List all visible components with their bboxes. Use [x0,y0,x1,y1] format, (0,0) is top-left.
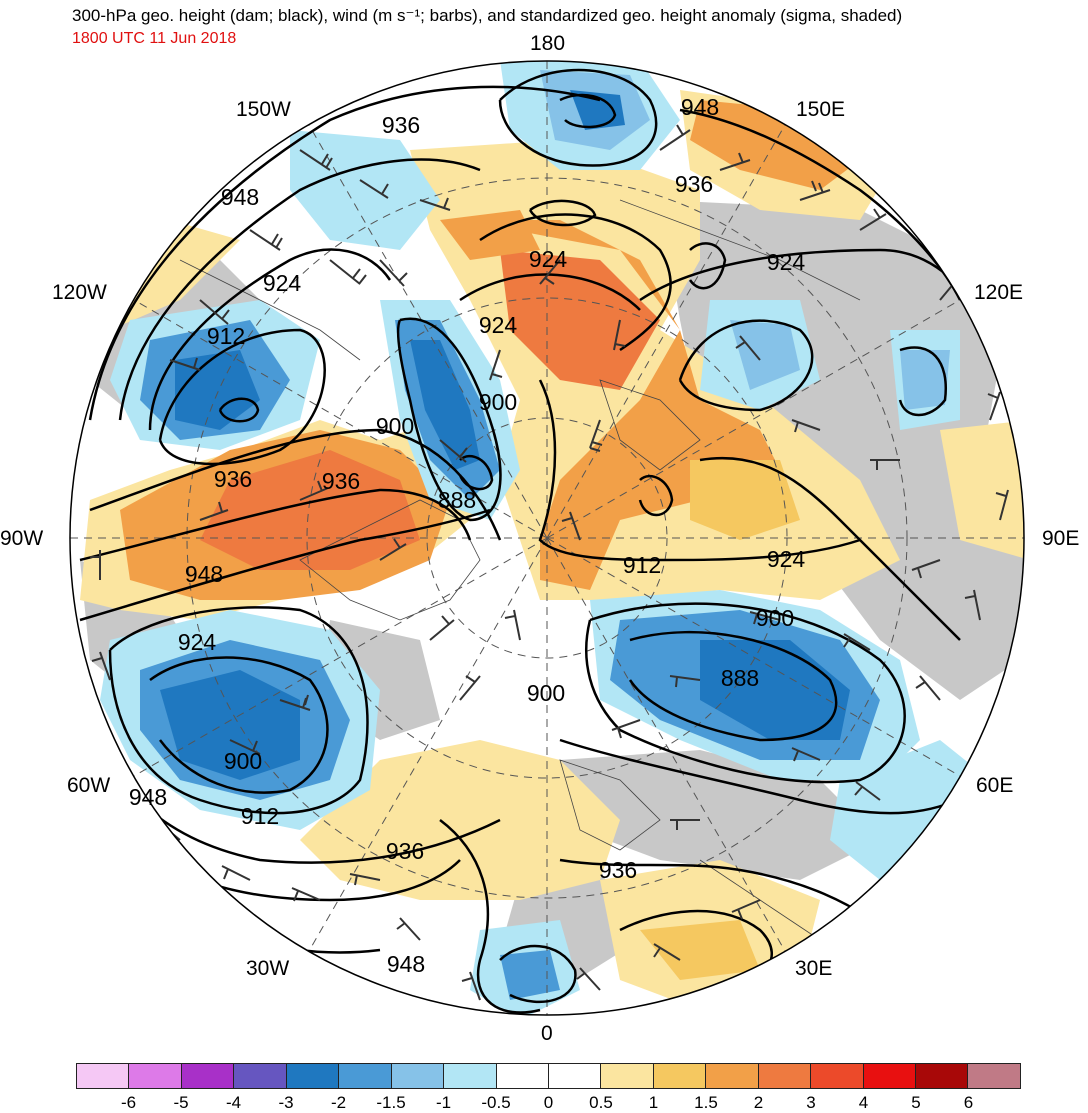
colorbar-tick-label: 5 [911,1093,921,1112]
lon-label-60w: 60W [67,774,111,797]
colorbar-swatch [863,1064,916,1088]
contour-label: 948 [387,951,425,977]
contour-label: 936 [382,112,420,138]
contour-label: 900 [224,748,262,774]
colorbar-tick-label: -6 [120,1093,137,1112]
graticule [70,61,1024,1015]
contour-label: 924 [767,249,806,275]
neg-anomaly-strong [410,340,480,470]
colorbar-tick-label: 4 [858,1093,869,1112]
contour-labels: 936 948 948 936 924 924 924 924 912 900 … [129,94,806,977]
chart-title: 300-hPa geo. height (dam; black), wind (… [72,6,903,25]
contour-label: 924 [178,629,217,655]
colorbar-swatch [706,1064,759,1088]
contour-label: 936 [599,857,637,883]
colorbar-tick-label: -1.5 [376,1093,406,1112]
lon-label-90e: 90E [1042,527,1080,550]
colorbar-swatch [758,1064,812,1088]
colorbar [76,1063,1021,1089]
contour-label: 888 [438,487,476,513]
contour-label: 948 [185,561,223,587]
neg-anomaly-strong [160,670,300,780]
neg-anomaly-mid [500,950,560,1000]
colorbar-tick-label: 2 [753,1093,764,1112]
lon-label-30w: 30W [246,957,290,980]
colorbar-swatch [444,1064,497,1088]
colorbar-swatch [391,1064,445,1088]
colorbar-tick-label: -0.5 [481,1093,511,1112]
contour-label: 936 [675,171,713,197]
lon-label-180: 180 [530,32,566,55]
contour-label: 924 [263,270,302,296]
lon-label-90w: 90W [0,527,44,550]
contour-label: 936 [386,838,424,864]
contour-label: 948 [129,784,167,810]
lon-label-120e: 120E [974,281,1024,304]
colorbar-swatch [286,1064,340,1088]
contour-label: 948 [221,184,259,210]
contour-label: 936 [214,466,252,492]
contour-label: 924 [767,546,806,572]
contour-label: 912 [207,323,245,349]
colorbar-swatch [496,1064,549,1088]
neg-anomaly-mid [900,350,950,410]
wind-barbs [90,124,1009,1001]
contour-label: 936 [322,468,360,494]
pos-anomaly-strong [500,250,660,390]
contour-label: 888 [721,665,759,691]
colorbar-swatch [77,1064,130,1088]
map-border [69,60,1025,1016]
colorbar-tick-label: -5 [173,1093,189,1112]
colorbar-swatch [548,1064,602,1088]
colorbar-swatch [601,1064,654,1088]
colorbar-tick-label: 0.5 [589,1093,613,1112]
colorbar-swatch [811,1064,864,1088]
neg-anomaly-strong [175,350,260,430]
contour-label: 900 [527,680,565,706]
colorbar-tick-label: 6 [963,1093,974,1112]
colorbar-tick-label: 3 [806,1093,816,1112]
lon-label-60e: 60E [976,774,1014,797]
colorbar-swatch [129,1064,182,1088]
contour-label: 924 [479,312,518,338]
lon-label-0: 0 [541,1022,553,1045]
contour-label: 948 [681,94,719,120]
colorbar-tick-label: -4 [225,1093,242,1112]
contour-label: 912 [623,552,661,578]
lon-label-150e: 150E [796,98,846,121]
colorbar-swatch [234,1064,287,1088]
colorbar-tick-label: -1 [435,1093,452,1112]
pos-anomaly [300,740,620,900]
valid-time: 1800 UTC 11 Jun 2018 [72,30,237,47]
colorbar-swatch [653,1064,707,1088]
lon-label-30e: 30E [795,957,833,980]
contour-label: 900 [756,605,794,631]
colorbar-swatch [339,1064,392,1088]
contour-label: 900 [479,389,517,415]
lon-label-150w: 150W [236,98,291,121]
colorbar-tick-label: 0 [543,1093,554,1112]
contour-label: 900 [376,413,414,439]
contour-label: 912 [241,803,279,829]
colorbar-ticks: -6 -5 -4 -3 -2 -1.5 -1 -0.5 0 0.5 1 1.5 2 3 4 5 6 [76,1093,1021,1113]
neg-anomaly-mid [730,320,800,390]
colorbar-swatch [968,1064,1020,1088]
colorbar-tick-label: 1.5 [694,1093,718,1112]
colorbar-tick-label: -2 [330,1093,347,1112]
colorbar-swatch [181,1064,235,1088]
colorbar-tick-label: 1 [648,1093,659,1112]
gray-patch [560,750,880,880]
colorbar-swatch [916,1064,969,1088]
pos-anomaly-strong [640,920,760,980]
pos-anomaly-strong [690,460,800,540]
pos-anomaly [940,420,1024,560]
colorbar-tick-label: -3 [278,1093,294,1112]
lon-label-120w: 120W [52,281,107,304]
polar-map: 936 948 948 936 924 924 924 924 912 900 … [69,60,1025,1016]
contour-label: 924 [529,246,568,272]
